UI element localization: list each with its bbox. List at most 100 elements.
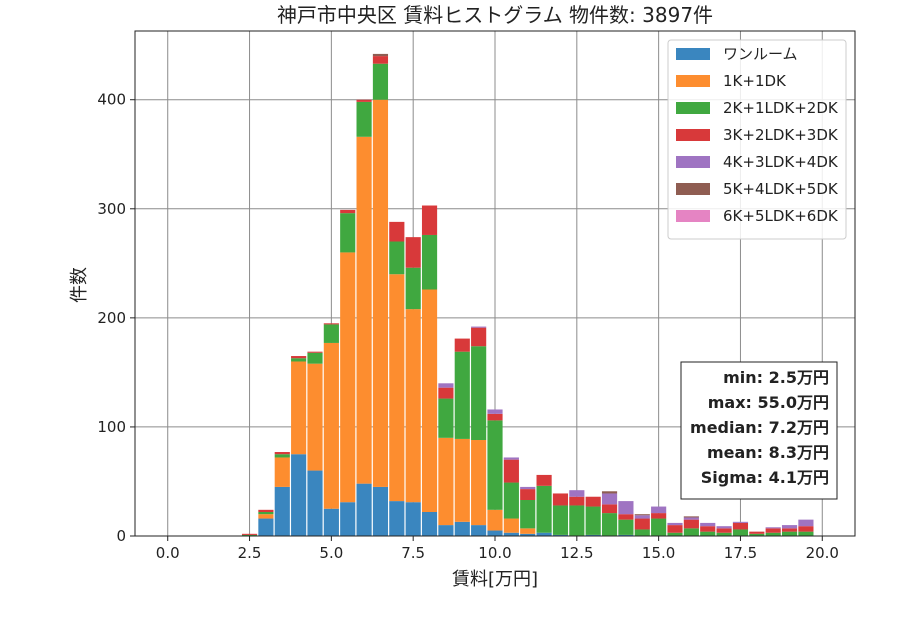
bar-segment-2-bin-5 (323, 324, 339, 343)
bar-segment-3-bin-33 (781, 528, 798, 532)
bar-segment-4-bin-25 (651, 506, 667, 514)
bar-segment-1-bin-1 (258, 514, 274, 519)
bar-segment-2-bin-9 (389, 241, 405, 275)
x-tick-label: 12.5 (560, 544, 593, 562)
stats-line: min: 2.5万円 (723, 368, 829, 387)
legend-label: 4K+3LDK+4DK (723, 153, 839, 171)
bar-segment-0-bin-19 (552, 534, 569, 536)
bar-segment-3-bin-1 (258, 509, 274, 513)
bar-segment-0-bin-7 (356, 483, 372, 536)
bar-segment-2-bin-22 (601, 513, 618, 536)
x-tick-label: 0.0 (156, 544, 180, 562)
bar-segment-4-bin-33 (781, 525, 798, 529)
bar-segment-2-bin-25 (651, 518, 667, 536)
bar-segment-3-bin-23 (618, 514, 634, 520)
legend-label: 3K+2LDK+3DK (723, 126, 839, 144)
bar-segment-2-bin-1 (258, 512, 274, 515)
legend-label: 6K+5LDK+6DK (723, 207, 839, 225)
bar-segment-4-bin-32 (765, 527, 781, 529)
bar-segment-3-bin-16 (503, 459, 519, 483)
legend-swatch (676, 102, 710, 114)
bar-segment-2-bin-12 (438, 398, 454, 438)
stats-line: Sigma: 4.1万円 (701, 468, 829, 487)
stats-frame (680, 361, 838, 500)
bar-segment-2-bin-31 (749, 533, 765, 536)
bar-segment-4-bin-24 (634, 515, 650, 519)
bar-segment-2-bin-7 (356, 101, 372, 137)
bar-segment-1-bin-6 (340, 252, 356, 503)
bar-segment-4-bin-29 (716, 526, 732, 529)
bar-segment-0-bin-14 (471, 525, 487, 536)
legend-swatch (676, 75, 710, 87)
bar-segment-3-bin-12 (438, 387, 454, 399)
bar-segment-2-bin-19 (552, 505, 569, 535)
legend-frame (667, 39, 847, 240)
bar-segment-3-bin-3 (291, 356, 307, 359)
bar-segment-2-bin-33 (781, 531, 798, 536)
bar-segment-4-bin-27 (683, 517, 699, 520)
bar-segment-2-bin-21 (585, 506, 601, 535)
bar-segment-3-bin-5 (323, 323, 339, 325)
bar-segment-2-bin-10 (405, 267, 421, 310)
bar-segment-2-bin-0 (241, 534, 258, 536)
legend-label: 2K+1LDK+2DK (723, 99, 839, 117)
bar-segment-2-bin-13 (454, 351, 470, 439)
bar-segment-3-bin-27 (683, 519, 699, 529)
stats-line: max: 55.0万円 (708, 393, 829, 412)
y-tick-label: 400 (97, 91, 126, 109)
bar-segment-2-bin-15 (487, 420, 503, 510)
bar-segment-3-bin-19 (552, 493, 569, 506)
stats-line: median: 7.2万円 (690, 418, 829, 437)
bar-segment-3-bin-31 (749, 531, 765, 534)
bar-segment-0-bin-18 (536, 532, 552, 536)
bar-segment-2-bin-32 (765, 532, 781, 536)
bar-segment-3-bin-14 (471, 327, 487, 347)
bar-segment-0-bin-1 (258, 518, 274, 536)
bar-segment-0-bin-10 (405, 502, 421, 536)
bar-segment-1-bin-4 (307, 363, 323, 471)
legend-label: 5K+4LDK+5DK (723, 180, 839, 198)
bar-segment-1-bin-8 (372, 99, 389, 487)
bar-segment-1-bin-9 (389, 274, 405, 502)
stats-line: mean: 8.3万円 (707, 443, 829, 462)
bar-segment-0-bin-8 (372, 486, 389, 536)
bar-segment-0-bin-9 (389, 501, 405, 536)
legend-label: ワンルーム (723, 45, 798, 63)
bar-segment-0-bin-17 (520, 533, 536, 536)
bar-segment-4-bin-17 (520, 486, 536, 490)
bar-segment-0-bin-6 (340, 502, 356, 536)
bar-segment-2-bin-27 (683, 528, 699, 536)
bar-segment-2-bin-20 (569, 505, 585, 536)
bar-segment-3-bin-34 (798, 526, 814, 532)
x-tick-label: 2.5 (238, 544, 262, 562)
x-tick-label: 7.5 (401, 544, 425, 562)
bar-segment-0-bin-16 (503, 532, 519, 536)
histogram-bars (241, 53, 814, 536)
bar-segment-2-bin-8 (372, 63, 389, 100)
bar-segment-3-bin-8 (372, 56, 389, 64)
y-tick-label: 200 (97, 309, 126, 327)
bar-segment-4-bin-30 (732, 521, 749, 523)
bar-segment-2-bin-18 (536, 485, 552, 533)
bar-segment-2-bin-30 (732, 529, 749, 536)
bar-segment-0-bin-15 (487, 530, 503, 536)
x-tick-label: 17.5 (724, 544, 757, 562)
bar-segment-4-bin-23 (618, 501, 634, 515)
bar-segment-2-bin-17 (520, 500, 536, 529)
x-tick-label: 10.0 (478, 544, 511, 562)
bar-segment-3-bin-15 (487, 413, 503, 421)
y-tick-label: 300 (97, 200, 126, 218)
bar-segment-0-bin-2 (274, 486, 290, 536)
x-axis-ticks: 0.0 2.5 5.0 7.5 10.0 12.5 15.0 17.5 20.0 (156, 536, 839, 562)
y-axis-ticks: 0 100 200 300 400 (97, 91, 135, 545)
bar-segment-1-bin-7 (356, 136, 372, 484)
legend-swatch (676, 183, 710, 195)
bar-segment-3-bin-30 (732, 522, 749, 530)
bar-segment-1-bin-13 (454, 438, 470, 522)
bar-segment-2-bin-28 (700, 531, 716, 536)
bar-segment-3-bin-17 (520, 489, 536, 501)
bar-segment-5-bin-27 (683, 516, 699, 518)
bar-segment-2-bin-11 (421, 234, 438, 290)
y-axis-label: 件数 (69, 267, 90, 303)
